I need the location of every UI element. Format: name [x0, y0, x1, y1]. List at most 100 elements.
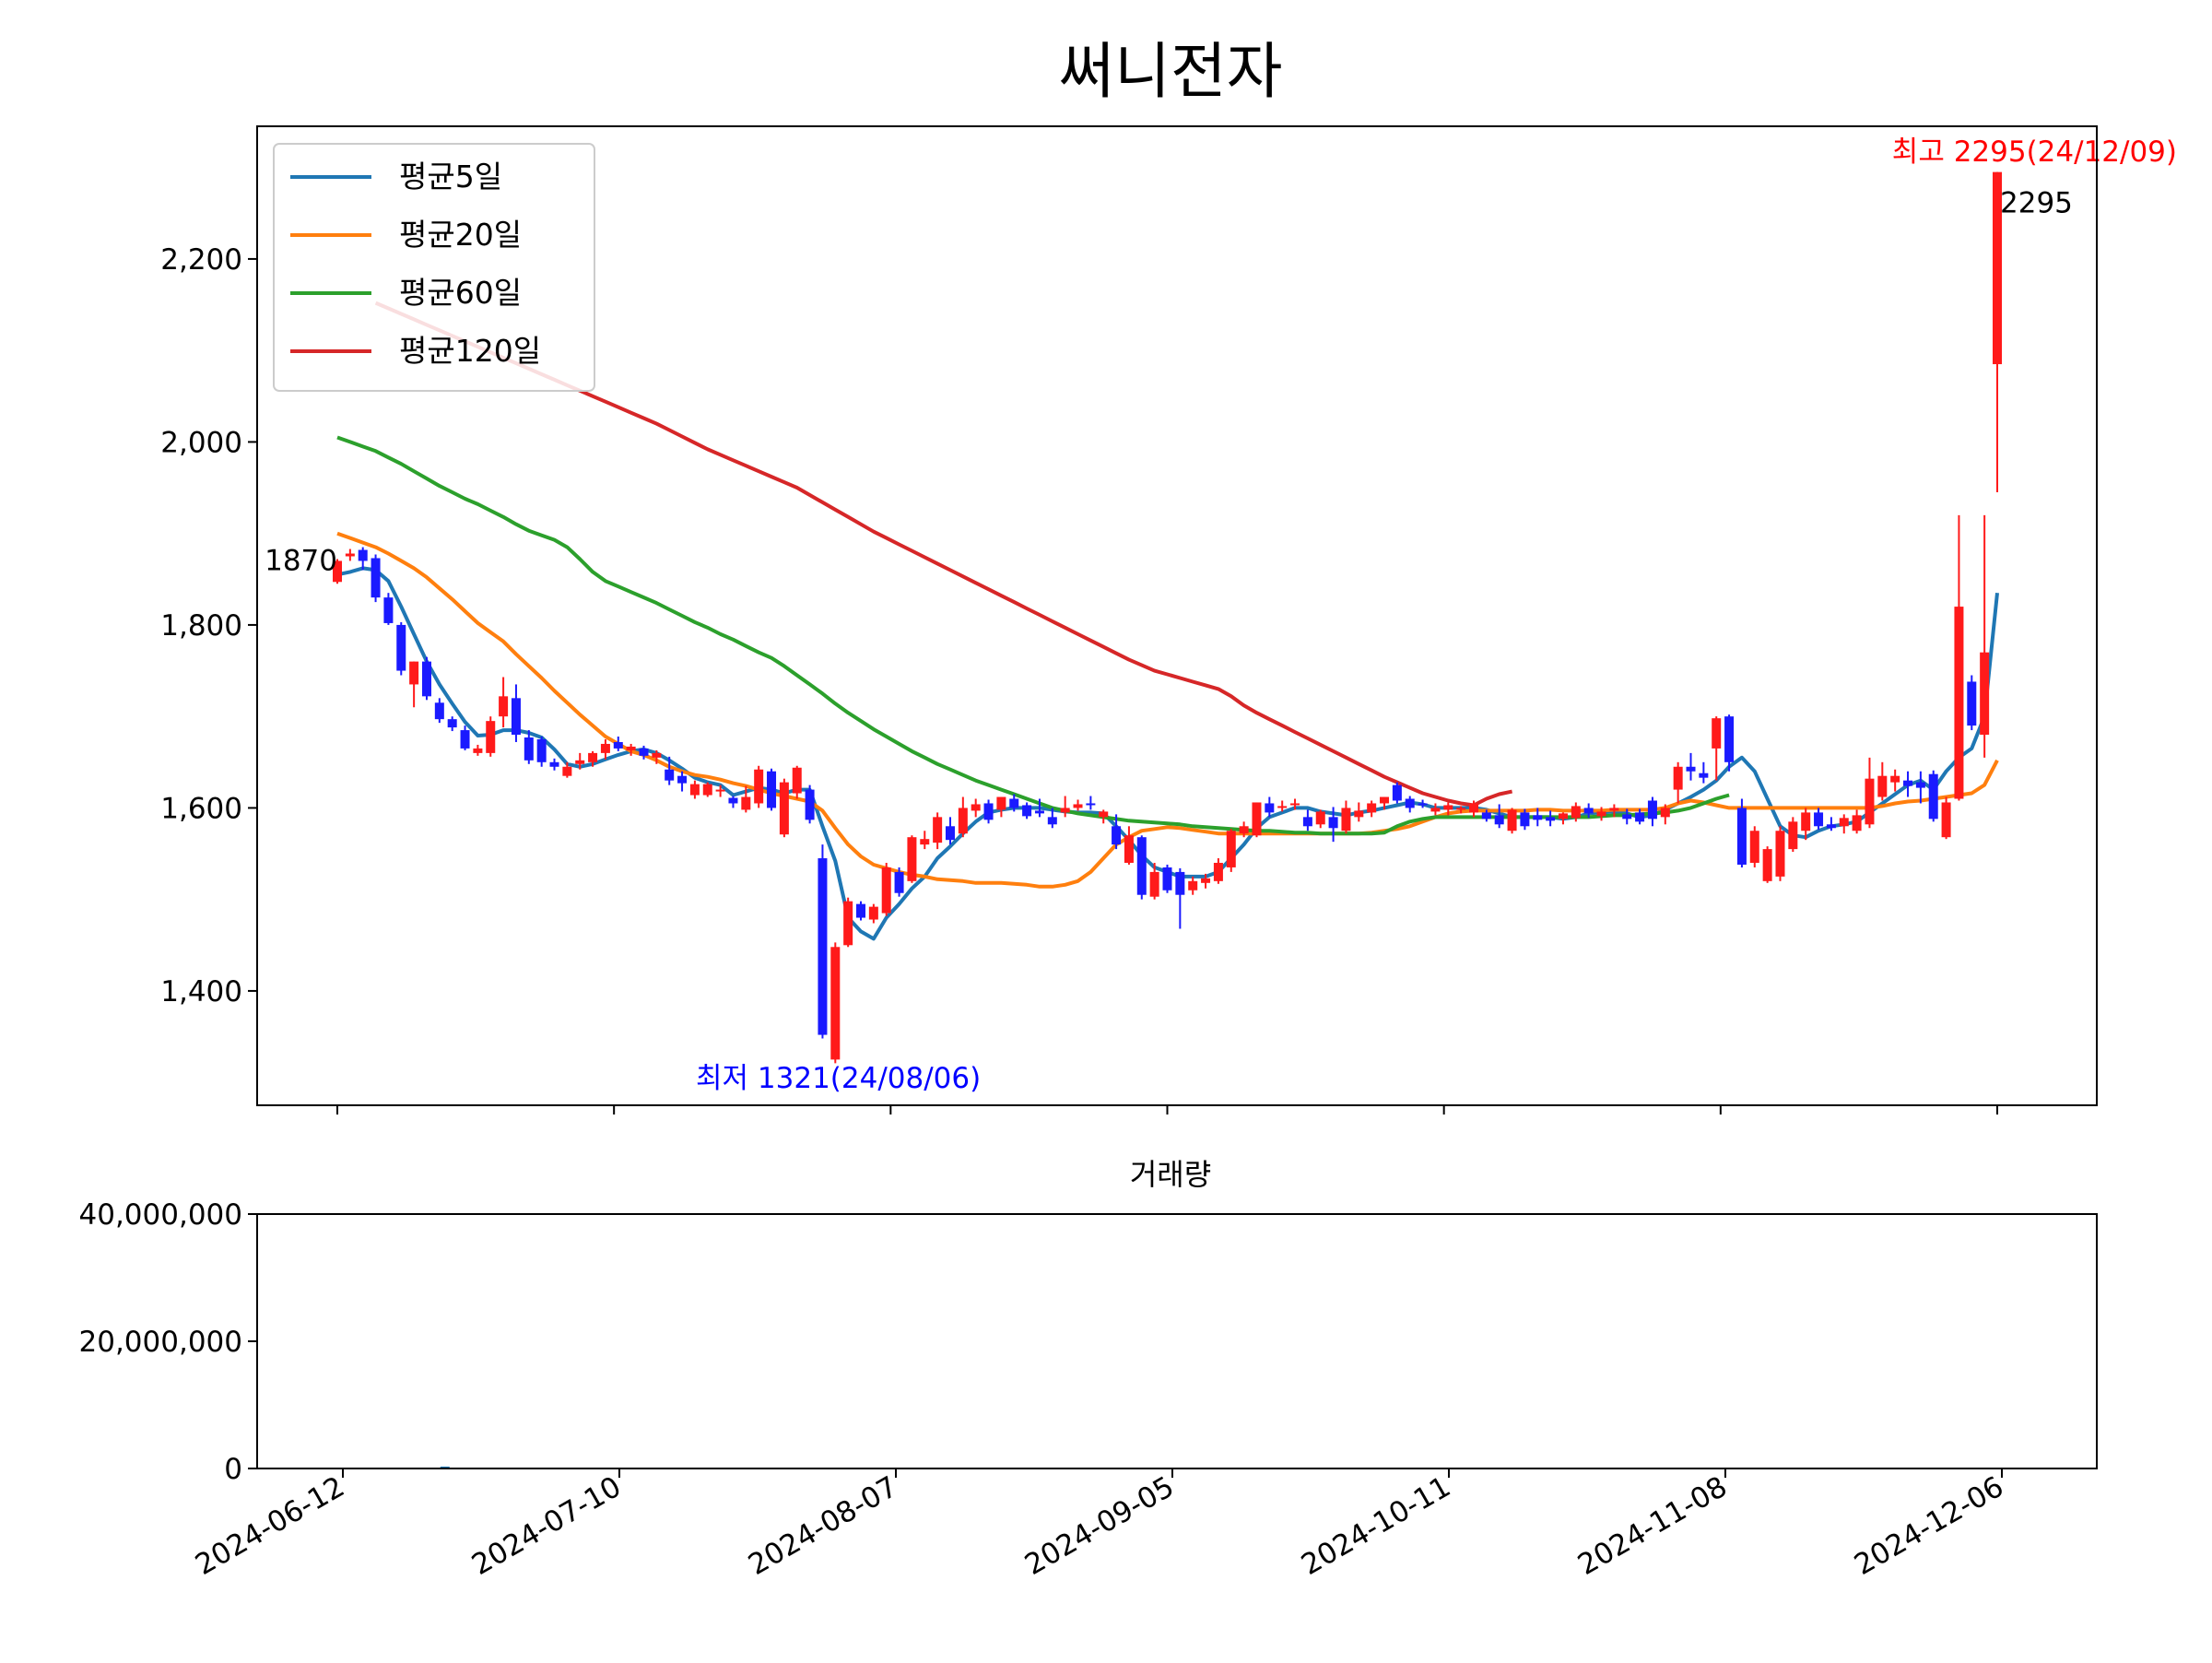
candle-body — [1009, 799, 1018, 808]
candle-body — [1750, 831, 1759, 863]
candle-body — [1265, 803, 1274, 812]
candle-body — [1303, 817, 1312, 826]
candle-body — [665, 770, 674, 781]
candle-body — [448, 719, 457, 727]
candle-body — [1865, 779, 1874, 825]
x-tick-label: 2024-10-11 — [1296, 1470, 1456, 1582]
candle-body — [1290, 803, 1300, 805]
candle-body — [1495, 815, 1504, 824]
candle-body — [1086, 803, 1095, 805]
candle-body — [499, 696, 508, 716]
candle-body — [1354, 810, 1363, 817]
candle-body — [869, 907, 878, 920]
candle-body — [1074, 804, 1083, 808]
legend-label: 평균60일 — [399, 275, 522, 311]
candle-body — [946, 826, 955, 840]
candle-body — [1674, 767, 1683, 790]
candle-body — [1124, 835, 1134, 863]
candle-body — [1609, 808, 1618, 810]
candle-body — [575, 761, 584, 764]
candle-body — [1635, 812, 1644, 821]
legend-label: 평균20일 — [399, 217, 522, 253]
candle-body — [703, 784, 712, 796]
candle-body — [1150, 872, 1159, 897]
candle-body — [1137, 837, 1147, 895]
candle-body — [1980, 653, 1989, 735]
candle-body — [346, 554, 355, 557]
x-tick-label: 2024-07-10 — [466, 1470, 627, 1582]
candle-body — [550, 762, 559, 767]
candle-body — [359, 550, 368, 561]
volume-y-tick-label: 40,000,000 — [79, 1198, 243, 1232]
candle-body — [1252, 802, 1261, 835]
low-annotation: 최저 1321(24/08/06) — [696, 1062, 981, 1095]
candle-body — [907, 837, 916, 881]
candle-body — [818, 858, 827, 1035]
candle-body — [562, 767, 571, 776]
candle-body — [396, 625, 406, 671]
candle-body — [422, 662, 431, 697]
candle-body — [959, 808, 968, 833]
candle-body — [1443, 805, 1453, 809]
candle-body — [882, 867, 891, 914]
candle-body — [895, 872, 904, 893]
volume-y-tick-label: 20,000,000 — [79, 1326, 243, 1359]
x-tick-label: 2024-12-06 — [1849, 1470, 2009, 1582]
candle-body — [473, 749, 482, 753]
candle-body — [856, 904, 865, 918]
y-tick-label: 1,400 — [160, 975, 242, 1008]
high-annotation: 최고 2295(24/12/09) — [1892, 136, 2177, 169]
candle-body — [1393, 785, 1402, 801]
candle-body — [435, 702, 444, 719]
x-tick-label: 2024-11-08 — [1572, 1470, 1733, 1582]
candle-body — [1035, 810, 1044, 813]
y-tick-label: 2,000 — [160, 426, 242, 459]
candle-body — [1048, 817, 1057, 824]
candle-body — [1188, 881, 1197, 890]
end-value-label: 2295 — [2000, 187, 2073, 220]
candle-body — [1559, 813, 1568, 819]
candle-body — [383, 597, 393, 623]
candle-body — [588, 753, 597, 762]
candle-body — [933, 817, 942, 843]
candle-body — [1840, 818, 1849, 826]
candle-body — [1201, 879, 1210, 883]
candle-body — [614, 742, 623, 749]
candle-body — [1622, 814, 1631, 819]
candle-body — [1533, 815, 1542, 820]
candle-body — [1546, 817, 1555, 820]
candle-body — [754, 770, 763, 804]
candle-body — [1737, 808, 1747, 865]
candle-body — [1316, 811, 1325, 824]
candle-body — [1456, 808, 1465, 809]
candle-body — [1571, 806, 1581, 818]
candle-body — [1712, 718, 1721, 749]
candle-body — [1648, 800, 1657, 819]
x-tick-label: 2024-09-05 — [1019, 1470, 1180, 1582]
candle-body — [793, 768, 802, 794]
candle-body — [1814, 812, 1823, 826]
x-tick-label: 2024-08-07 — [743, 1470, 903, 1582]
candle-body — [486, 721, 495, 753]
candle-body — [371, 558, 381, 597]
legend-label: 평균5일 — [399, 159, 502, 195]
candle-body — [1277, 806, 1287, 808]
candle-body — [843, 902, 853, 946]
candle-body — [1406, 799, 1415, 808]
candle-body — [1508, 809, 1517, 831]
candle-body — [1687, 767, 1696, 772]
candle-body — [601, 744, 610, 753]
candle-body — [1763, 849, 1772, 881]
candle-body — [690, 784, 700, 796]
candle-body — [461, 730, 470, 749]
candle-body — [652, 753, 661, 758]
candle-body — [920, 839, 929, 844]
candle-body — [741, 797, 750, 810]
candle-body — [1329, 817, 1338, 828]
candle-body — [627, 747, 636, 750]
candle-body — [1240, 826, 1249, 833]
ma-line — [337, 534, 1997, 887]
candle-body — [984, 803, 994, 820]
